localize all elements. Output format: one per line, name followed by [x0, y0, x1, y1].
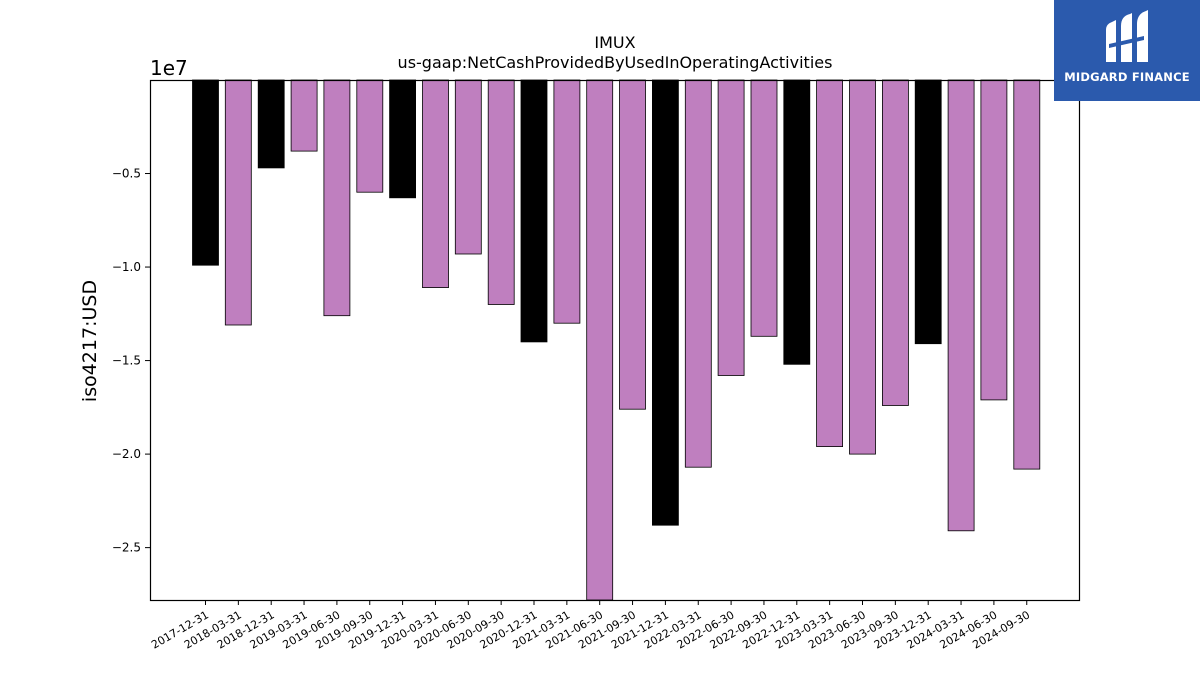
y-tick-label: −1.0	[112, 260, 141, 274]
bar-2021-03-31	[553, 79, 581, 324]
plot-frame	[149, 79, 1081, 602]
bars-group	[192, 79, 1041, 601]
midgard-logo-icon	[1106, 10, 1148, 62]
bar-2021-06-30	[586, 79, 614, 601]
bar-2022-06-30	[717, 79, 745, 376]
chart-title: IMUX	[594, 33, 635, 52]
bar-2023-06-30	[849, 79, 876, 455]
y-axis-label: iso4217:USD	[79, 280, 101, 402]
y-tick-label: −2.5	[112, 541, 141, 555]
bar-2020-12-31	[520, 79, 548, 343]
bar-2018-12-31	[257, 79, 285, 169]
bar-2020-06-30	[454, 79, 482, 255]
chart-subtitle: us-gaap:NetCashProvidedByUsedInOperating…	[398, 53, 833, 72]
bar-2022-03-31	[684, 79, 712, 468]
bar-2022-09-30	[750, 79, 778, 337]
y-offset-label: 1e7	[150, 56, 188, 80]
bar-2024-06-30	[980, 79, 1008, 401]
bar-2023-03-31	[816, 79, 843, 448]
bar-2023-09-30	[882, 79, 909, 406]
brand-name: MIDGARD FINANCE	[1064, 70, 1190, 84]
x-ticks-group: 2017-12-312018-03-312018-12-312019-03-31…	[149, 600, 1032, 652]
y-tick-label: −2.0	[112, 447, 141, 461]
bar-2019-06-30	[323, 79, 351, 317]
bar-2019-03-31	[290, 79, 318, 152]
bar-2020-03-31	[422, 79, 449, 289]
bar-2021-12-31	[652, 79, 679, 526]
bar-2022-12-31	[783, 79, 811, 365]
bar-2018-03-31	[224, 79, 252, 326]
bar-2024-03-31	[947, 79, 975, 532]
bar-2017-12-31	[192, 79, 219, 266]
bar-2019-12-31	[389, 79, 417, 199]
y-tick-label: −0.5	[112, 167, 141, 181]
brand-logo: MIDGARD FINANCE	[1054, 0, 1200, 101]
y-tick-label: −1.5	[112, 354, 141, 368]
bar-2023-12-31	[914, 79, 942, 345]
bar-2019-09-30	[356, 79, 384, 193]
bar-2020-09-30	[487, 79, 515, 305]
bar-2021-09-30	[619, 79, 646, 410]
bar-2024-09-30	[1013, 79, 1041, 470]
y-ticks-group: −0.5 −1.0 −1.5 −2.0 −2.5	[112, 167, 150, 555]
